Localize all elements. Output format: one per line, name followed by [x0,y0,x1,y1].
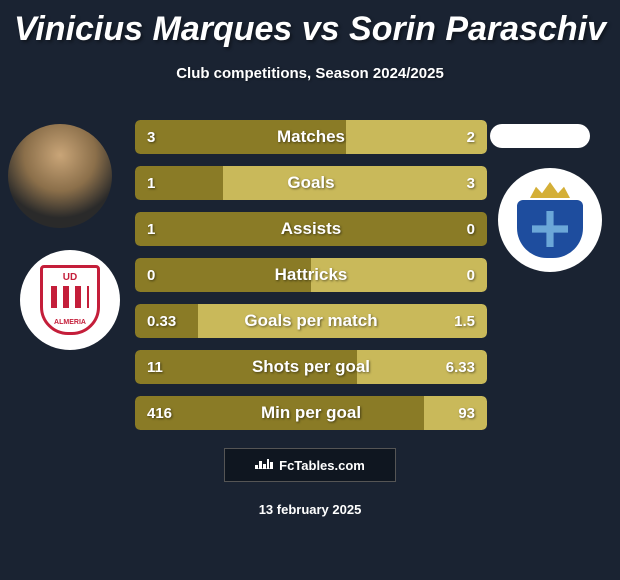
club-left-shield-icon: ALMERIA [40,265,100,335]
shield-icon [517,200,583,258]
stat-label: Min per goal [261,403,361,423]
stat-label: Matches [277,127,345,147]
club-right-shield-icon [517,182,583,258]
stat-row: 0.33 Goals per match 1.5 [135,304,487,338]
brand-chart-icon [255,458,273,472]
cross-icon [532,211,568,247]
stat-row: 1 Goals 3 [135,166,487,200]
stat-label: Goals [287,173,334,193]
stat-label: Assists [281,219,341,239]
stat-row: 416 Min per goal 93 [135,396,487,430]
stat-value-left: 0.33 [147,313,176,330]
stat-label: Shots per goal [252,357,370,377]
crown-icon [530,182,570,198]
stat-value-left: 3 [147,129,155,146]
player-left-avatar [8,124,112,228]
stat-value-right: 1.5 [454,313,475,330]
stat-value-left: 11 [147,359,163,376]
player-right-avatar [490,124,590,148]
club-left-label: ALMERIA [54,319,86,326]
stat-value-left: 416 [147,405,172,422]
stat-label: Goals per match [244,311,377,331]
stat-value-right: 0 [467,267,475,284]
comparison-subtitle: Club competitions, Season 2024/2025 [0,65,620,82]
stat-row: 0 Hattricks 0 [135,258,487,292]
stat-value-left: 0 [147,267,155,284]
comparison-title: Vinicius Marques vs Sorin Paraschiv [0,0,620,49]
club-right-badge [498,168,602,272]
stat-value-right: 6.33 [446,359,475,376]
stats-container: 3 Matches 2 1 Goals 3 1 Assists 0 0 Hattricks 0 0.33… [135,120,487,442]
stat-bar-right [424,396,487,430]
stat-value-left: 1 [147,221,155,238]
brand-text: FcTables.com [279,458,365,473]
club-left-badge: ALMERIA [20,250,120,350]
stat-value-left: 1 [147,175,155,192]
stat-bar-right [223,166,487,200]
stat-row: 3 Matches 2 [135,120,487,154]
stat-label: Hattricks [275,265,348,285]
stat-value-right: 2 [467,129,475,146]
stat-row: 11 Shots per goal 6.33 [135,350,487,384]
stat-row: 1 Assists 0 [135,212,487,246]
stat-value-right: 0 [467,221,475,238]
stat-value-right: 3 [467,175,475,192]
stat-value-right: 93 [458,405,475,422]
date-label: 13 february 2025 [259,502,362,517]
brand-box[interactable]: FcTables.com [224,448,396,482]
